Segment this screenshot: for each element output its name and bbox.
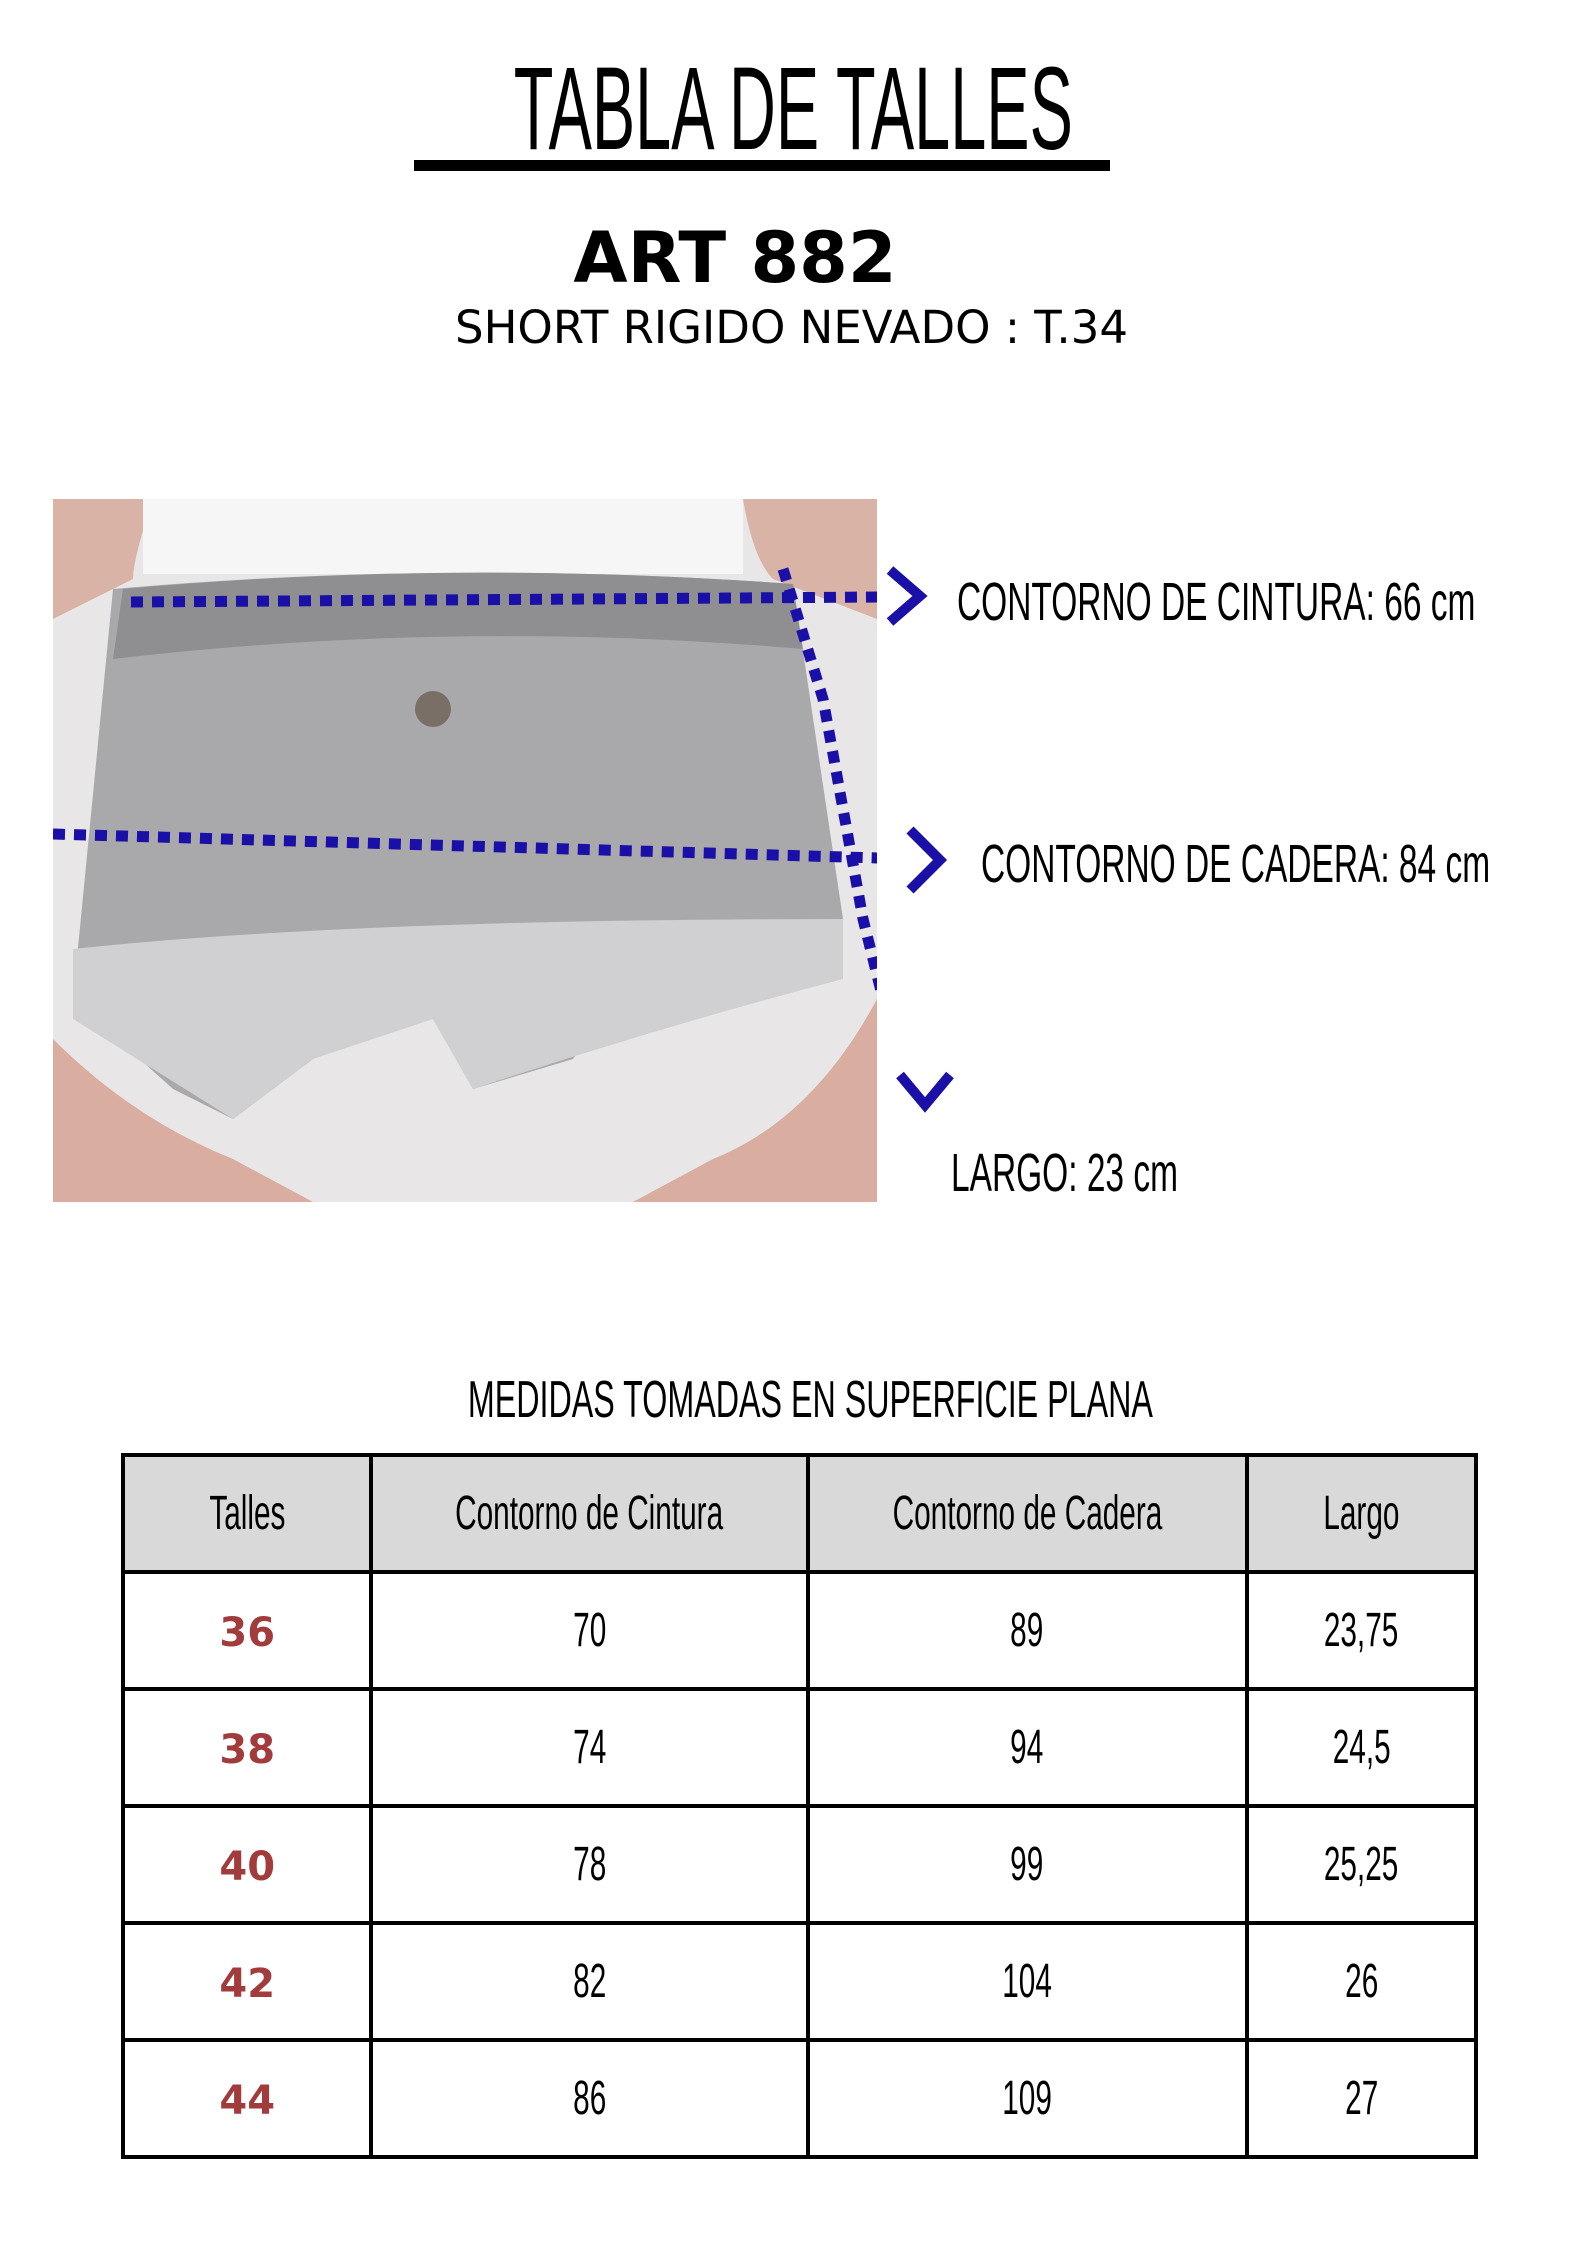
- waist-measurement-text: CONTORNO DE CINTURA: 66 cm: [957, 572, 1476, 632]
- page-title-text: TABLA DE TALLES: [513, 43, 1074, 175]
- length-cell: 23,75: [1244, 1570, 1479, 1691]
- arrow-right-icon: [886, 566, 928, 626]
- size-cell: 40: [120, 1804, 374, 1925]
- hip-cell: 99: [805, 1804, 1249, 1925]
- length-cell: 27: [1244, 2038, 1479, 2159]
- article-number: ART 882: [573, 217, 897, 299]
- length-cell: 26: [1244, 1921, 1479, 2042]
- size-table: Talles Contorno de Cintura Contorno de C…: [120, 1453, 1479, 2159]
- length-measurement: LARGO: 23 cm: [951, 1143, 1317, 1203]
- size-cell: 38: [120, 1687, 374, 1808]
- arrow-heads: [886, 566, 954, 1113]
- table-row: 40 78 99 25,25: [120, 1804, 1479, 1925]
- size-cell: 36: [120, 1570, 374, 1691]
- table-row: 38 74 94 24,5: [120, 1687, 1479, 1808]
- arrow-down-icon: [896, 1071, 954, 1113]
- table-caption-text: MEDIDAS TOMADAS EN SUPERFICIE PLANA: [467, 1371, 1153, 1429]
- waist-cell: 86: [369, 2038, 810, 2159]
- table-row: 36 70 89 23,75: [120, 1570, 1479, 1691]
- hip-measurement: CONTORNO DE CADERA: 84 cm: [981, 834, 1587, 894]
- length-cell: 25,25: [1244, 1804, 1479, 1925]
- length-cell: 24,5: [1244, 1687, 1479, 1808]
- page-title: TABLA DE TALLES: [0, 50, 1587, 168]
- size-cell: 44: [120, 2038, 374, 2159]
- product-subtitle: SHORT RIGIDO NEVADO : T.34: [455, 301, 1129, 354]
- waist-cell: 82: [369, 1921, 810, 2042]
- waist-cell: 78: [369, 1804, 810, 1925]
- table-row: 42 82 104 26: [120, 1921, 1479, 2042]
- header-talles: Talles: [120, 1453, 374, 1574]
- waist-cell: 74: [369, 1687, 810, 1808]
- header-cintura: Contorno de Cintura: [369, 1453, 810, 1574]
- title-underline: [414, 160, 1110, 171]
- shorts-photo: [53, 499, 877, 1202]
- header-largo: Largo: [1244, 1453, 1479, 1574]
- hip-cell: 89: [805, 1570, 1249, 1691]
- table-caption: MEDIDAS TOMADAS EN SUPERFICIE PLANA: [0, 1370, 1587, 1430]
- table-row: 44 86 109 27: [120, 2038, 1479, 2159]
- waist-cell: 70: [369, 1570, 810, 1691]
- table-header-row: Talles Contorno de Cintura Contorno de C…: [120, 1453, 1479, 1574]
- size-cell: 42: [120, 1921, 374, 2042]
- arrow-right-icon: [906, 826, 948, 894]
- hip-measurement-text: CONTORNO DE CADERA: 84 cm: [981, 834, 1491, 894]
- length-measurement-text: LARGO: 23 cm: [951, 1143, 1178, 1203]
- hip-cell: 109: [805, 2038, 1249, 2159]
- waist-measurement: CONTORNO DE CINTURA: 66 cm: [957, 572, 1587, 632]
- hip-cell: 94: [805, 1687, 1249, 1808]
- header-cadera: Contorno de Cadera: [805, 1453, 1249, 1574]
- measurement-arrows: [53, 567, 877, 998]
- hip-cell: 104: [805, 1921, 1249, 2042]
